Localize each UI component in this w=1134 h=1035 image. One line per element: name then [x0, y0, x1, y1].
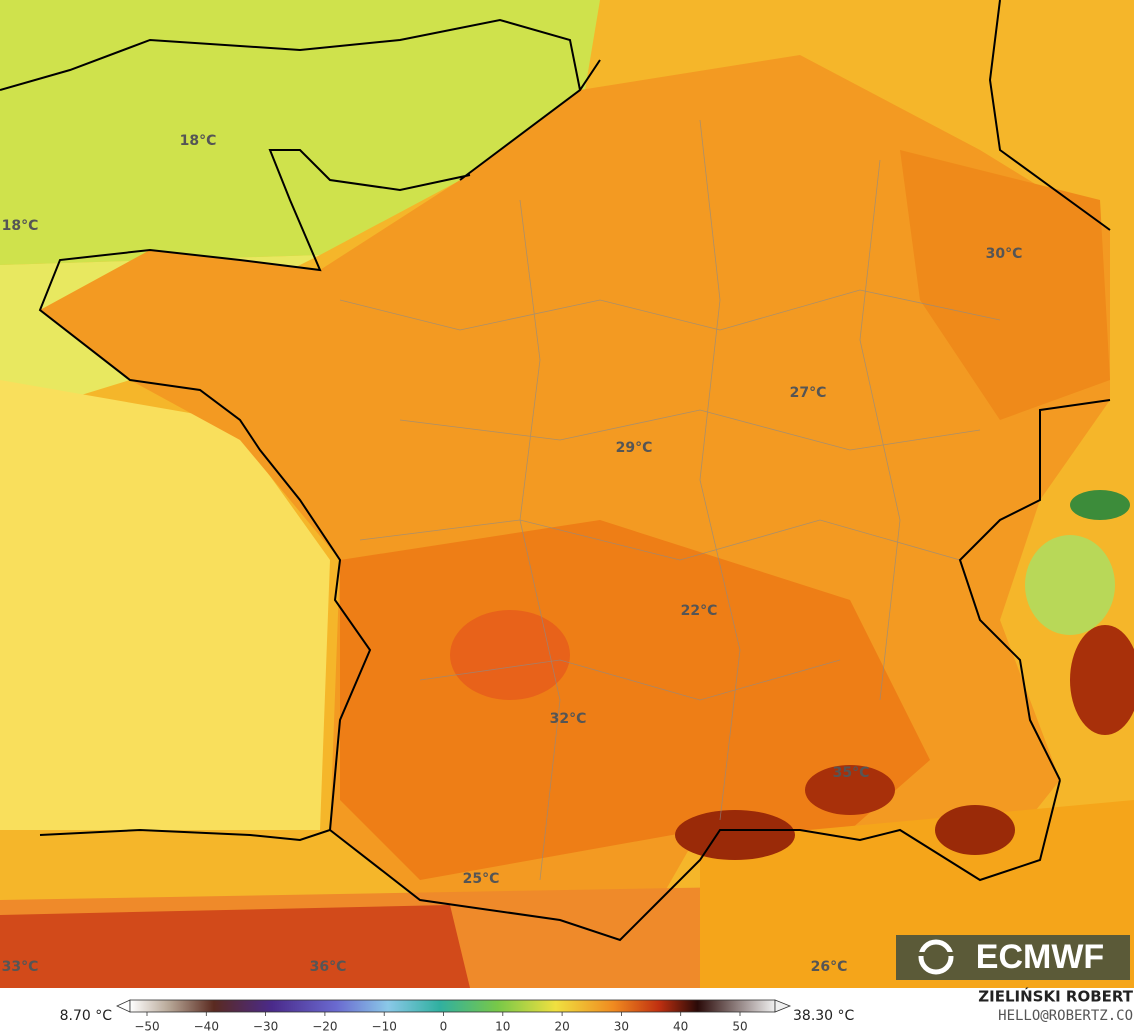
colorbar-tick-label: 0: [440, 1020, 448, 1034]
alps-cold: [1070, 490, 1130, 520]
temp-label: 29°C: [616, 440, 653, 456]
logo-icon: [918, 939, 954, 975]
very-hot-spot: [675, 810, 795, 860]
department-borders: [339, 119, 1001, 881]
temp-label: 33°C: [2, 959, 39, 975]
very-hot-spot: [1070, 625, 1134, 735]
coastline-borders: [0, 0, 1111, 942]
temp-label: 36°C: [310, 959, 347, 975]
channel-area: [0, 0, 600, 265]
temp-label: 22°C: [681, 603, 718, 619]
colorbar-bar: [129, 999, 776, 1013]
colorbar-tick-label: −20: [312, 1020, 337, 1034]
temp-label: 32°C: [550, 711, 587, 727]
alps-cool: [1025, 535, 1115, 635]
map: 18°C 18°C 30°C 27°C 29°C 22°C 32°C 35°C …: [0, 0, 1134, 988]
colorbar-tick-label: −40: [194, 1020, 219, 1034]
temp-label: 35°C: [833, 765, 870, 781]
colorbar-tick-label: −30: [253, 1020, 278, 1034]
colorbar-max: 38.30 °C: [793, 1008, 855, 1024]
temp-label: 18°C: [180, 133, 217, 149]
colorbar-tick-label: −10: [372, 1020, 397, 1034]
warm-zone-east: [900, 150, 1110, 420]
colorbar-arrow-left: [116, 999, 131, 1013]
logo-text: ECMWF: [976, 938, 1104, 976]
hot-spot: [450, 610, 570, 700]
colorbar-tick-label: −50: [134, 1020, 159, 1034]
colorbar-min: 8.70 °C: [60, 1008, 113, 1024]
very-hot-spot: [805, 765, 895, 815]
colorbar-tick-label: 10: [495, 1020, 510, 1034]
logo: ECMWF: [896, 935, 1130, 980]
temp-label: 18°C: [2, 218, 39, 234]
spain-hot: [0, 905, 470, 988]
colorbar-tick-label: 40: [673, 1020, 688, 1034]
colorbar: 8.70 °C 38.30 °C: [60, 999, 855, 1024]
colorbar-tick-label: 30: [614, 1020, 629, 1034]
atlantic-sea: [0, 380, 330, 830]
colorbar-tick-label: 20: [554, 1020, 569, 1034]
very-hot-spot: [935, 805, 1015, 855]
logo-icon-cut: [918, 952, 954, 956]
author: ZIELIŃSKI ROBERT: [978, 987, 1133, 1006]
temp-label: 25°C: [463, 871, 500, 887]
colorbar-tick-label: 50: [732, 1020, 747, 1034]
warm-zone: [340, 520, 930, 880]
colorbar-arrow-right: [774, 999, 792, 1013]
temp-label: 30°C: [986, 246, 1023, 262]
email: HELLO@ROBERTZ.CO: [998, 1008, 1133, 1024]
temp-label: 27°C: [790, 385, 827, 401]
temp-label: 26°C: [811, 959, 848, 975]
